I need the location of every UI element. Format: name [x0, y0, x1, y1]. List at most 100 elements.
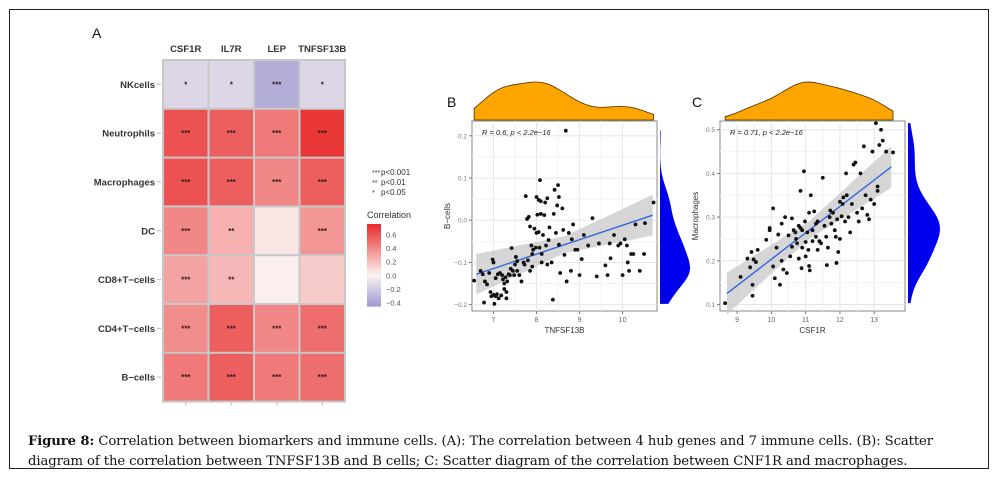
colorbar-segment — [367, 232, 381, 235]
heatmap-cell — [255, 207, 299, 255]
data-point — [776, 232, 781, 237]
row-label: DC — [141, 226, 155, 237]
data-point — [784, 271, 789, 275]
data-point — [788, 254, 793, 259]
data-point — [790, 244, 794, 249]
data-point — [581, 233, 586, 237]
heatmap-cell — [164, 353, 208, 401]
x-tick-label: 8 — [535, 317, 539, 324]
data-point — [590, 216, 595, 221]
data-point — [490, 257, 495, 262]
data-point — [502, 287, 507, 291]
data-point — [793, 230, 798, 235]
row-label: Neutrophils — [102, 129, 155, 140]
data-point — [803, 240, 808, 244]
colorbar-segment — [367, 226, 381, 229]
data-point — [861, 144, 866, 149]
colorbar-segment — [367, 271, 381, 274]
data-point — [875, 184, 880, 189]
heatmap-cell — [255, 256, 299, 303]
colorbar-segment — [367, 246, 381, 250]
legend-symbol: ** — [372, 180, 378, 187]
significance-mark: *** — [272, 129, 282, 138]
y-tick-label: 0.2 — [458, 133, 467, 140]
data-point — [750, 282, 755, 287]
legend-label: p<0.001 — [381, 168, 411, 177]
row-label: NKcells — [120, 80, 155, 91]
colorbar-segment — [367, 238, 381, 241]
data-point — [493, 276, 498, 280]
data-point — [824, 263, 829, 268]
colorbar-segment — [367, 289, 381, 293]
data-point — [836, 250, 841, 254]
heatmap-cell — [255, 305, 299, 352]
data-point — [535, 212, 540, 217]
data-point — [844, 171, 848, 176]
data-point — [575, 247, 580, 252]
marginal-density-x — [473, 81, 654, 121]
correlation-annotation: R = 0.71, p < 2.2e−16 — [730, 128, 804, 137]
data-point — [853, 160, 858, 165]
data-point — [538, 199, 543, 204]
data-point — [833, 234, 838, 239]
data-point — [800, 245, 805, 250]
x-tick-label: 10 — [767, 317, 775, 324]
data-point — [483, 279, 487, 284]
colorbar-segment — [367, 303, 381, 307]
y-tick-label: 0.1 — [706, 302, 715, 309]
data-point — [541, 233, 545, 237]
heatmap-cell — [255, 109, 299, 157]
data-point — [877, 143, 882, 147]
data-point — [834, 261, 839, 265]
data-point — [849, 202, 854, 206]
y-tick-label: −0.2 — [454, 302, 467, 309]
data-point — [496, 296, 501, 301]
colorbar-tick-label: 0.2 — [386, 258, 396, 267]
data-point — [528, 268, 532, 273]
significance-mark: *** — [318, 129, 328, 138]
data-point — [779, 221, 784, 226]
data-point — [526, 258, 530, 263]
significance-mark: * — [184, 80, 188, 89]
data-point — [800, 228, 805, 233]
heatmap-cell — [209, 305, 253, 352]
heatmap-cell — [164, 207, 208, 255]
data-point — [543, 200, 548, 205]
data-point — [738, 275, 743, 279]
data-point — [810, 239, 815, 244]
colorbar-segment — [367, 236, 381, 239]
data-point — [556, 183, 560, 188]
correlation-annotation: R = 0.6, p < 2.2e−16 — [482, 128, 551, 137]
data-point — [545, 196, 550, 201]
x-axis-label: TNFSF13B — [544, 326, 584, 335]
colorbar-segment — [367, 252, 381, 256]
data-point — [755, 247, 760, 252]
data-point — [723, 301, 728, 306]
significance-mark: *** — [318, 373, 328, 382]
data-point — [485, 282, 489, 287]
heatmap-cell — [255, 158, 299, 206]
significance-mark: *** — [227, 324, 237, 333]
data-point — [495, 292, 499, 297]
data-point — [867, 217, 871, 222]
data-point — [751, 257, 756, 262]
data-point — [523, 194, 528, 199]
data-point — [532, 226, 537, 231]
significance-mark: ** — [228, 227, 235, 236]
colorbar-segment — [367, 267, 381, 270]
data-point — [779, 258, 784, 263]
heatmap-cell — [164, 256, 208, 303]
data-point — [841, 195, 846, 200]
data-point — [795, 241, 799, 246]
data-point — [790, 216, 794, 221]
heatmap-cell — [300, 256, 344, 303]
heatmap-cell — [209, 256, 253, 303]
colorbar-tick-label: −0.4 — [386, 299, 401, 308]
colorbar-segment — [367, 230, 381, 233]
data-point — [597, 241, 601, 246]
x-tick-label: 9 — [735, 317, 739, 324]
y-tick-label: −0.1 — [454, 260, 467, 267]
heatmap-cell — [300, 353, 344, 401]
data-point — [812, 209, 817, 214]
data-point — [856, 219, 861, 224]
